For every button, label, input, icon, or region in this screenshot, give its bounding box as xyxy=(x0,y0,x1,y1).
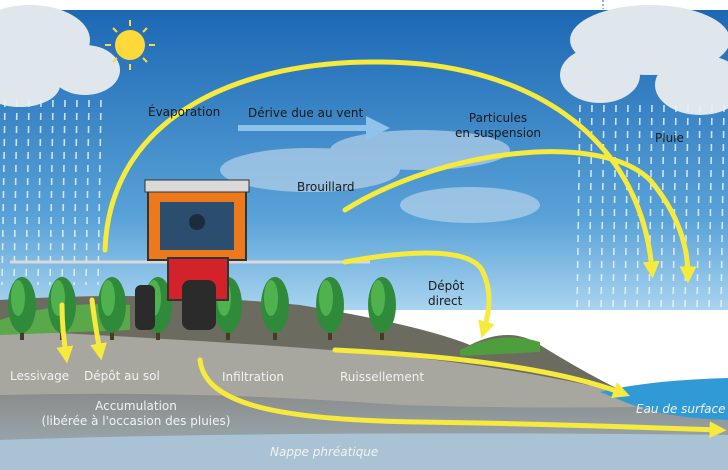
label-rain: Pluie xyxy=(655,131,684,145)
label-direct-deposit: direct xyxy=(428,294,463,308)
label-direct-deposit: Dépôt xyxy=(428,279,465,293)
label-particles: Particules xyxy=(469,111,527,125)
label-runoff: Ruissellement xyxy=(340,370,424,384)
label-fog: Brouillard xyxy=(297,180,355,194)
label-leaching: Lessivage xyxy=(10,369,69,383)
label-infiltration: Infiltration xyxy=(222,370,284,384)
vine-foliage xyxy=(319,280,333,316)
label-accumulation: (libérée à l'occasion des pluies) xyxy=(42,414,231,428)
label-groundwater: Nappe phréatique xyxy=(270,445,378,459)
label-evaporation: Évaporation xyxy=(148,104,220,119)
vine-foliage xyxy=(101,280,115,316)
label-soil-deposit: Dépôt au sol xyxy=(84,369,160,383)
vine-foliage xyxy=(264,280,278,316)
label-wind-drift: Dérive due au vent xyxy=(248,106,363,120)
vine-foliage xyxy=(371,280,385,316)
scene: Évaporation Dérive due au vent Particule… xyxy=(0,0,728,470)
label-particles: en suspension xyxy=(455,126,541,140)
label-surface-water: Eau de surface xyxy=(636,402,726,416)
label-accumulation: Accumulation xyxy=(95,399,177,413)
vine-foliage xyxy=(11,280,25,316)
